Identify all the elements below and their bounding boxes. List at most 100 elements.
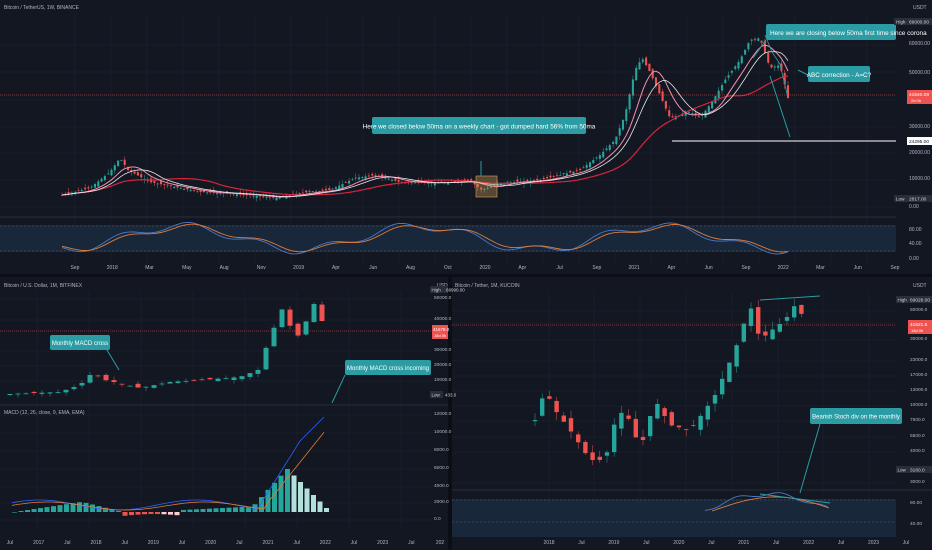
candle-body bbox=[621, 120, 625, 130]
time-axis-label: 2017 bbox=[33, 540, 44, 546]
macd-histogram-bar bbox=[174, 512, 180, 516]
svg-text:High: High bbox=[896, 20, 906, 25]
candle-body bbox=[608, 145, 611, 150]
candle-body bbox=[780, 63, 783, 71]
br-current-price-tag: 41621.5 18d 0h bbox=[908, 320, 932, 334]
macd-histogram-bar bbox=[109, 509, 115, 512]
bl-price-axis: 50000.0 40000.0 30000.0 20000.0 10000.0 … bbox=[434, 295, 452, 522]
candle-body bbox=[169, 185, 172, 187]
level-tag: 24295.00 bbox=[907, 137, 932, 145]
candle-body bbox=[384, 177, 387, 179]
time-axis-label: 2018 bbox=[90, 540, 101, 546]
candle-body bbox=[777, 324, 782, 332]
candle-body bbox=[486, 187, 489, 189]
osc-label: 40.00 bbox=[909, 241, 922, 247]
br-stoch-d-line bbox=[711, 496, 830, 512]
candle-body bbox=[572, 171, 575, 175]
candle-body bbox=[215, 378, 221, 382]
candle-body bbox=[341, 184, 344, 188]
macd-histogram-bar bbox=[272, 482, 277, 512]
macd-histogram-bar bbox=[213, 508, 219, 512]
candle-body bbox=[103, 176, 106, 181]
candle-body bbox=[258, 195, 262, 197]
macd-histogram-bar bbox=[70, 503, 76, 512]
low-value: 2817.00 bbox=[909, 197, 927, 203]
high-tag: High 69000.00 bbox=[894, 18, 932, 26]
candle-body bbox=[140, 174, 143, 178]
candle-body bbox=[740, 56, 743, 64]
svg-text:23000.0: 23000.0 bbox=[910, 357, 928, 363]
bl-callout-1-box[interactable] bbox=[50, 335, 110, 350]
bottom-left-pane[interactable]: Bitcoin / U.S. Dollar, 1M, BITFINEX USD … bbox=[0, 283, 465, 546]
svg-text:High: High bbox=[898, 298, 908, 303]
svg-text:4000.0: 4000.0 bbox=[434, 483, 449, 489]
candle-body bbox=[493, 185, 496, 187]
callout-1-text: Here we closed below 50ma on a weekly ch… bbox=[363, 124, 596, 131]
macd-signal-line bbox=[11, 432, 325, 511]
br-callout-box[interactable] bbox=[810, 408, 902, 424]
br-low-tag: Low 3160.0 bbox=[896, 466, 932, 474]
candle-body bbox=[684, 113, 687, 116]
bl-callout-2-pointer bbox=[331, 374, 346, 404]
macd-histogram-bar bbox=[187, 509, 193, 512]
svg-text:4000.0: 4000.0 bbox=[910, 448, 925, 454]
candle-body bbox=[568, 418, 574, 432]
macd-histogram-bar bbox=[129, 512, 134, 516]
time-axis-label: Jun bbox=[854, 265, 862, 271]
candle-body bbox=[79, 383, 85, 386]
bl-callout-2-box[interactable] bbox=[345, 360, 431, 375]
candle-body bbox=[268, 196, 271, 198]
bl-callout-1-text: Monthly MACD cross bbox=[52, 341, 108, 347]
macd-line bbox=[11, 416, 325, 511]
candle-body bbox=[730, 70, 733, 73]
macd-histogram-bar bbox=[200, 508, 206, 512]
candle-body bbox=[583, 441, 588, 454]
time-axis-label: Jul bbox=[556, 265, 562, 271]
candle-body bbox=[143, 386, 149, 388]
br-divergence-stoch-line bbox=[759, 493, 831, 504]
time-axis-label: 2020 bbox=[673, 540, 684, 546]
time-axis-label: Apr bbox=[332, 265, 340, 271]
candle-body bbox=[540, 398, 545, 416]
candle-body bbox=[681, 114, 684, 116]
bottom-right-pane[interactable]: Bitcoin / Tether, 1M, KUCOIN USDT Bearis… bbox=[452, 283, 932, 546]
candle-body bbox=[737, 62, 740, 69]
macd-histogram-bar bbox=[90, 504, 95, 512]
time-axis-label: 2021 bbox=[738, 540, 749, 546]
candle-body bbox=[712, 395, 718, 404]
current-price-countdown: 2d 0h bbox=[911, 98, 921, 103]
time-axis-label: Jul bbox=[351, 540, 357, 546]
candle-body bbox=[31, 391, 37, 394]
abc-wave-line bbox=[764, 34, 789, 99]
candle-body bbox=[476, 184, 479, 187]
candle-body bbox=[585, 164, 588, 168]
candle-body bbox=[324, 188, 328, 191]
candle-body bbox=[265, 196, 268, 198]
candle-body bbox=[23, 393, 29, 395]
top-time-axis: Sep 2018 Mar May Aug Nov 2019 Apr Jun Aug Oct 2020 A… bbox=[71, 265, 900, 271]
candle-body bbox=[631, 79, 634, 96]
callout-3-box[interactable] bbox=[808, 66, 870, 82]
callout-2-pointer bbox=[752, 39, 767, 59]
time-axis-label: Jul bbox=[578, 540, 584, 546]
svg-text:7500.0: 7500.0 bbox=[910, 417, 925, 423]
candle-body bbox=[189, 190, 192, 192]
svg-text:6000.0: 6000.0 bbox=[434, 465, 449, 471]
candle-body bbox=[655, 404, 660, 419]
bl-candles bbox=[7, 301, 325, 398]
level-value: 24295.00 bbox=[909, 139, 929, 145]
time-axis-label: Jul bbox=[293, 540, 299, 546]
callout-2-box[interactable] bbox=[766, 24, 896, 40]
candle-body bbox=[351, 179, 354, 181]
top-stoch-band bbox=[0, 225, 896, 252]
time-axis-label: 2022 bbox=[803, 540, 814, 546]
candle-body bbox=[453, 180, 456, 182]
callout-1-box[interactable] bbox=[372, 117, 586, 134]
candle-body bbox=[305, 190, 308, 193]
candle-body bbox=[219, 193, 222, 195]
macd-histogram-bar bbox=[25, 510, 30, 512]
top-pane[interactable]: Bitcoin / TetherUS, 1W, BINANCE USDT Her… bbox=[0, 5, 932, 271]
candle-body bbox=[191, 379, 197, 381]
br-divergence-price-line bbox=[759, 295, 821, 301]
candle-body bbox=[133, 171, 136, 174]
